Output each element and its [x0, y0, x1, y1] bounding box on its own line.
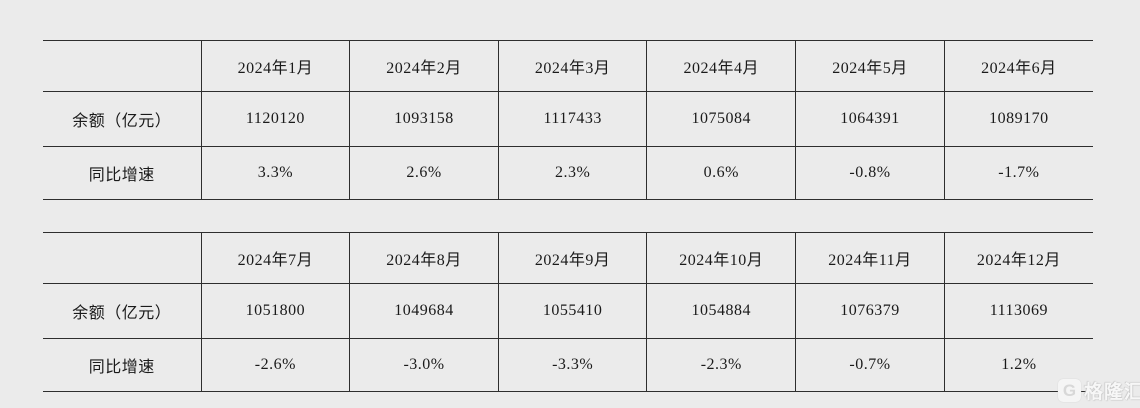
row-label-growth: 同比增速 — [43, 338, 202, 392]
balance-cell: 1117433 — [497, 91, 648, 147]
growth-row: 同比增速 -2.6% -3.0% -3.3% -2.3% -0.7% 1.2% — [43, 338, 1093, 392]
balance-cell: 1051800 — [200, 283, 351, 339]
balance-cell: 1049684 — [349, 283, 499, 339]
month-header: 2024年8月 — [349, 232, 499, 284]
gelonghui-watermark: G 格隆汇 — [1058, 377, 1140, 404]
growth-cell: -3.3% — [497, 338, 648, 392]
balance-cell: 1089170 — [943, 91, 1093, 147]
table-header-row: 2024年7月 2024年8月 2024年9月 2024年10月 2024年11… — [43, 232, 1093, 284]
month-header: 2024年2月 — [349, 40, 499, 92]
balance-cell: 1054884 — [646, 283, 797, 339]
growth-cell: -3.0% — [349, 338, 499, 392]
month-header: 2024年9月 — [497, 232, 648, 284]
gelonghui-logo-icon: G — [1058, 379, 1081, 402]
month-header: 2024年12月 — [943, 232, 1093, 284]
growth-cell: -1.7% — [943, 146, 1093, 200]
month-header: 2024年1月 — [200, 40, 351, 92]
growth-cell: 3.3% — [200, 146, 351, 200]
balance-cell: 1076379 — [795, 283, 945, 339]
balance-cell: 1113069 — [943, 283, 1093, 339]
month-header: 2024年7月 — [200, 232, 351, 284]
row-label-balance: 余额（亿元） — [43, 91, 202, 147]
empty-corner-cell — [43, 40, 202, 92]
row-label-balance: 余额（亿元） — [43, 283, 202, 339]
monthly-table-jan-jun: 2024年1月 2024年2月 2024年3月 2024年4月 2024年5月 … — [43, 40, 1093, 200]
balance-cell: 1064391 — [795, 91, 945, 147]
growth-cell: -2.6% — [200, 338, 351, 392]
table-header-row: 2024年1月 2024年2月 2024年3月 2024年4月 2024年5月 … — [43, 40, 1093, 92]
balance-row: 余额（亿元） 1051800 1049684 1055410 1054884 1… — [43, 283, 1093, 339]
growth-cell: 0.6% — [646, 146, 797, 200]
growth-cell: -0.7% — [795, 338, 945, 392]
balance-cell: 1075084 — [646, 91, 797, 147]
month-header: 2024年5月 — [795, 40, 945, 92]
growth-cell: 2.3% — [497, 146, 648, 200]
month-header: 2024年10月 — [646, 232, 797, 284]
row-label-growth: 同比增速 — [43, 146, 202, 200]
month-header: 2024年11月 — [795, 232, 945, 284]
watermark-text: 格隆汇 — [1084, 382, 1140, 403]
growth-cell: -2.3% — [646, 338, 797, 392]
growth-cell: 2.6% — [349, 146, 499, 200]
month-header: 2024年6月 — [943, 40, 1093, 92]
empty-corner-cell — [43, 232, 202, 284]
month-header: 2024年3月 — [497, 40, 648, 92]
balance-cell: 1055410 — [497, 283, 648, 339]
balance-cell: 1120120 — [200, 91, 351, 147]
balance-cell: 1093158 — [349, 91, 499, 147]
growth-row: 同比增速 3.3% 2.6% 2.3% 0.6% -0.8% -1.7% — [43, 146, 1093, 200]
monthly-table-jul-dec: 2024年7月 2024年8月 2024年9月 2024年10月 2024年11… — [43, 232, 1093, 392]
month-header: 2024年4月 — [646, 40, 797, 92]
growth-cell: -0.8% — [795, 146, 945, 200]
balance-row: 余额（亿元） 1120120 1093158 1117433 1075084 1… — [43, 91, 1093, 147]
